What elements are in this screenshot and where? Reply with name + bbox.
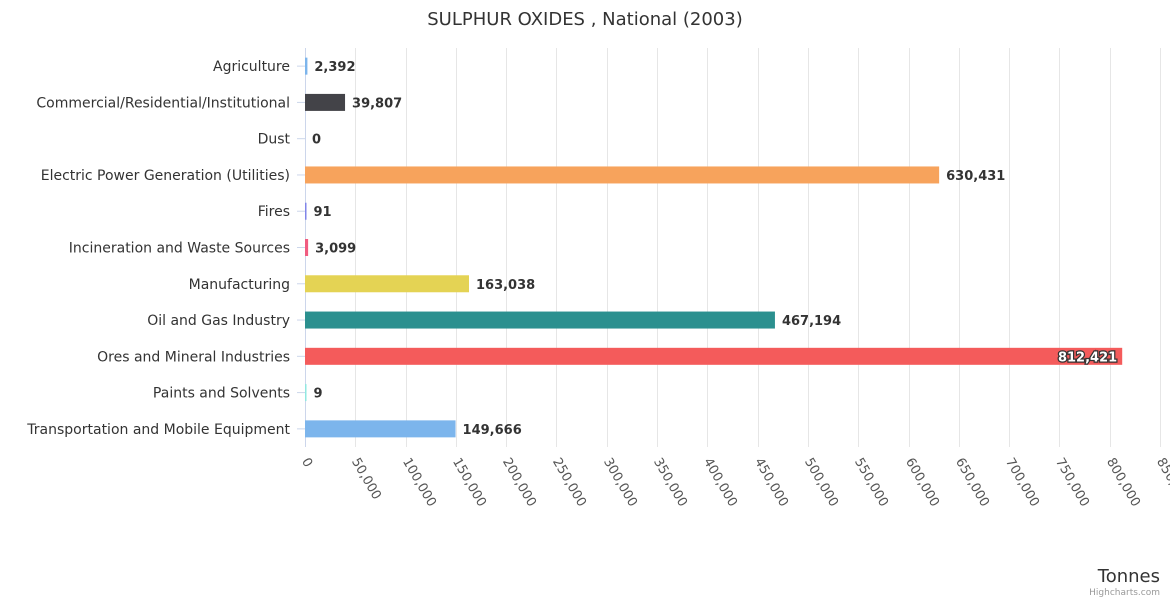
category-label: Fires (258, 204, 290, 220)
bar[interactable] (305, 347, 1123, 365)
x-tick-label: 350,000 (650, 456, 690, 510)
category-label: Paints and Solvents (153, 386, 290, 402)
category-label: Agriculture (213, 59, 290, 75)
x-tick-label: 400,000 (700, 456, 740, 510)
data-label: 630,431 (946, 169, 1005, 184)
category-label: Commercial/Residential/Institutional (36, 95, 290, 111)
gridlines (305, 48, 1161, 447)
bar[interactable] (305, 384, 307, 402)
x-tick-label: 750,000 (1052, 456, 1092, 510)
chart-title: SULPHUR OXIDES , National (2003) (427, 9, 742, 30)
x-tick-label: 150,000 (449, 456, 489, 510)
bar[interactable] (305, 311, 775, 329)
data-label: 39,807 (352, 96, 402, 111)
category-label: Manufacturing (189, 277, 290, 293)
x-tick-label: 600,000 (902, 456, 942, 510)
x-tick-label: 700,000 (1002, 456, 1042, 510)
bar[interactable] (305, 239, 309, 256)
x-axis-title: Tonnes (1097, 566, 1160, 587)
x-tick-label: 550,000 (851, 456, 891, 510)
data-label: 2,392 (314, 60, 355, 75)
x-axis-tick-labels: 0 50,000 100,000 150,000 200,000 250,000 300,0… (298, 456, 1170, 510)
bar[interactable] (305, 420, 456, 438)
bars (305, 57, 1123, 438)
data-label: 91 (314, 205, 332, 220)
x-tick-label: 650,000 (952, 456, 992, 510)
x-tick-label: 500,000 (801, 456, 841, 510)
category-label: Incineration and Waste Sources (69, 241, 290, 257)
bar[interactable] (305, 275, 469, 293)
x-tick-label: 250,000 (549, 456, 589, 510)
x-tick-label: 850,000 (1153, 456, 1170, 510)
data-label: 149,666 (463, 423, 522, 438)
x-tick-label: 800,000 (1103, 456, 1143, 510)
category-labels: Agriculture Commercial/Residential/Instit… (26, 59, 305, 438)
category-label: Transportation and Mobile Equipment (26, 422, 290, 438)
data-label: 9 (314, 387, 323, 402)
category-label: Oil and Gas Industry (147, 313, 290, 329)
x-tick-label: 450,000 (751, 456, 791, 510)
category-label: Dust (258, 132, 291, 148)
data-label: 0 (312, 133, 321, 148)
data-label: 3,099 (315, 242, 356, 257)
bar[interactable] (305, 57, 308, 75)
x-tick-label: 300,000 (600, 456, 640, 510)
x-tick-label: 200,000 (499, 456, 539, 510)
bar[interactable] (305, 93, 346, 111)
x-tick-label: 100,000 (399, 456, 439, 510)
data-labels: 2,392 39,807 0 630,431 91 3,099 163,038 467,194… (312, 60, 1118, 438)
credits-link[interactable]: Highcharts.com (1089, 588, 1160, 598)
category-label: Electric Power Generation (Utilities) (41, 168, 290, 184)
category-label: Ores and Mineral Industries (97, 349, 290, 365)
x-tick-label: 0 (298, 456, 315, 471)
bar[interactable] (305, 202, 307, 220)
data-label: 467,194 (782, 314, 841, 329)
bar[interactable] (305, 166, 940, 184)
data-label: 812,421 (1058, 350, 1117, 365)
data-label: 163,038 (476, 278, 535, 293)
x-tick-label: 50,000 (348, 456, 384, 503)
